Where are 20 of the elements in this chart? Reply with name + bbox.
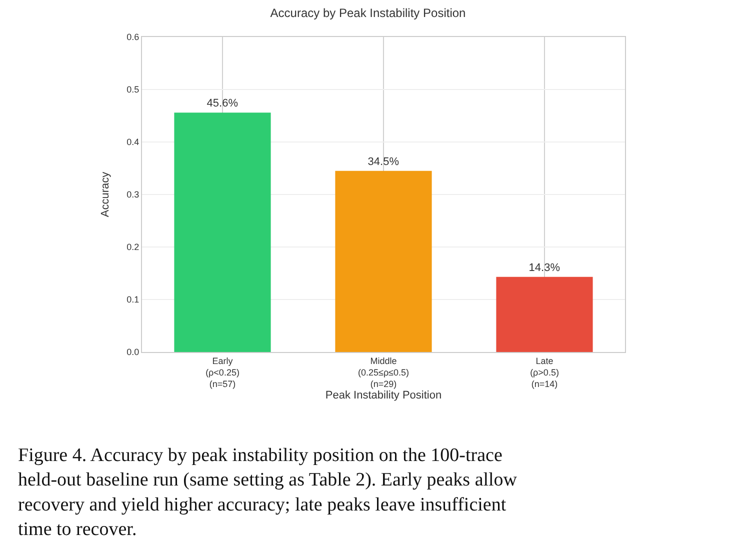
x-tick-label: Early (ρ<0.25) (n=57) <box>206 356 240 390</box>
y-tick-label: 0.5 <box>126 84 140 95</box>
y-tick-label: 0.1 <box>126 294 140 305</box>
y-axis-title: Accuracy <box>99 171 112 218</box>
y-tick-label: 0.3 <box>126 190 140 200</box>
y-tick-label: 0.2 <box>126 242 140 252</box>
bar <box>496 276 593 352</box>
x-tick-label: Middle (0.25≤ρ≤0.5) (n=29) <box>358 356 410 390</box>
caption: Figure 4. Accuracy by peak instability position on the 100-trace held-out baseline run (same setting as Table 2). Early peaks allow recovery and yield higher accuracy; late peaks leave insufficient time to recover. <box>18 445 518 540</box>
x-axis-title: Peak Instability Position <box>325 389 442 402</box>
y-tick-label: 0.0 <box>126 347 140 358</box>
y-tick-label: 0.6 <box>126 32 140 42</box>
data-label: 34.5% <box>368 156 400 168</box>
bar <box>174 112 271 352</box>
chart-title: Accuracy by Peak Instability Position <box>270 6 466 20</box>
data-label: 14.3% <box>528 262 560 274</box>
x-tick-label: Late (ρ>0.5) (n=14) <box>530 356 559 390</box>
y-tick-label: 0.4 <box>126 137 140 148</box>
bar <box>335 170 432 352</box>
data-label: 45.6% <box>206 98 238 110</box>
